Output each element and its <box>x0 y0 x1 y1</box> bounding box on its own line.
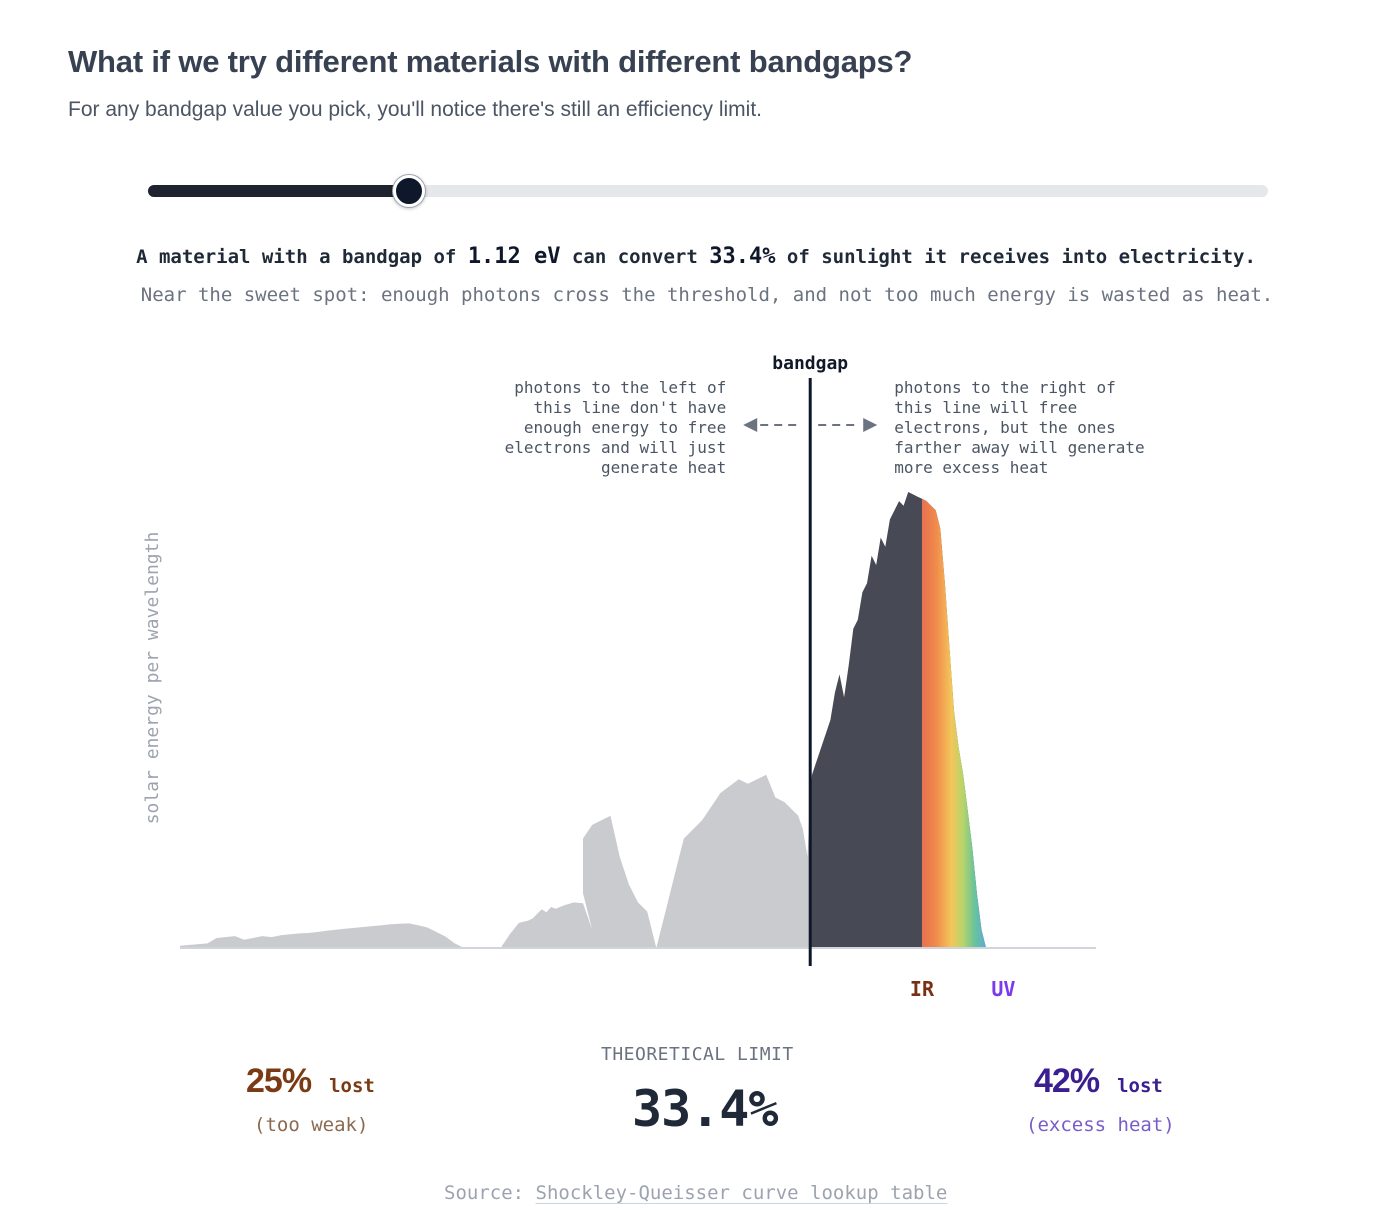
right-annotation-line: this line will free <box>894 398 1077 417</box>
statement-middle: can convert <box>560 246 710 268</box>
bandgap-label: bandgap <box>772 353 848 374</box>
lost-too-weak-value: 25% <box>246 1062 312 1100</box>
left-arrow-icon <box>743 418 803 432</box>
page-subtitle: For any bandgap value you pick, you'll n… <box>68 98 762 121</box>
spectrum-visible-band <box>921 498 1005 948</box>
lost-excess-heat-value: 42% <box>1034 1062 1100 1100</box>
right-arrow-icon <box>818 418 878 432</box>
lost-excess-heat: 42% lost <box>1034 1062 1163 1101</box>
statement-prefix: A material with a bandgap of <box>136 246 468 268</box>
statement-suffix: of sunlight it receives into electricity… <box>775 246 1256 268</box>
left-annotation-line: this line don't have <box>534 398 727 417</box>
uv-label: UV <box>991 977 1015 1001</box>
left-annotation-line: photons to the left of <box>514 378 726 397</box>
theoretical-limit-label: THEORETICAL LIMIT <box>601 1044 794 1065</box>
efficiency-detail: Near the sweet spot: enough photons cros… <box>140 284 1274 306</box>
efficiency-value: 33.4% <box>709 244 776 269</box>
theoretical-limit-value: 33.4% <box>632 1080 779 1138</box>
slider-thumb[interactable] <box>392 175 425 207</box>
ir-label: IR <box>910 977 935 1001</box>
bandgap-slider[interactable] <box>148 175 1268 207</box>
solar-spectrum-chart: solar energy per wavelength bandgap phot… <box>142 353 1145 1001</box>
slider-track[interactable] <box>148 185 1268 197</box>
left-annotation-line: enough energy to free <box>524 418 726 437</box>
lost-too-weak-note: (too weak) <box>254 1114 369 1136</box>
lost-excess-heat-note: (excess heat) <box>1026 1114 1175 1136</box>
bandgap-value: 1.12 eV <box>467 244 561 269</box>
source-link[interactable]: Shockley-Queisser curve lookup table <box>535 1182 948 1204</box>
y-axis-label: solar energy per wavelength <box>142 532 163 825</box>
right-annotation-line: photons to the right of <box>894 378 1116 397</box>
efficiency-statement: A material with a bandgap of 1.12 eV can… <box>0 244 1392 269</box>
source-citation: Source: Shockley-Queisser curve lookup t… <box>444 1182 947 1204</box>
right-annotation-line: electrons, but the ones <box>894 418 1116 437</box>
lost-too-weak: 25% lost <box>246 1062 375 1101</box>
left-annotation-line: electrons and will just <box>505 438 727 457</box>
slider-fill <box>148 185 419 197</box>
lost-excess-heat-word: lost <box>1117 1075 1163 1097</box>
lost-too-weak-word: lost <box>329 1075 375 1097</box>
spectrum-area-below-bandgap <box>180 774 811 948</box>
left-annotation-line: generate heat <box>601 458 726 477</box>
source-prefix: Source: <box>444 1182 536 1204</box>
right-annotation-line: farther away will generate <box>894 438 1144 457</box>
right-annotation-line: more excess heat <box>894 458 1048 477</box>
page-title: What if we try different materials with … <box>68 44 913 79</box>
